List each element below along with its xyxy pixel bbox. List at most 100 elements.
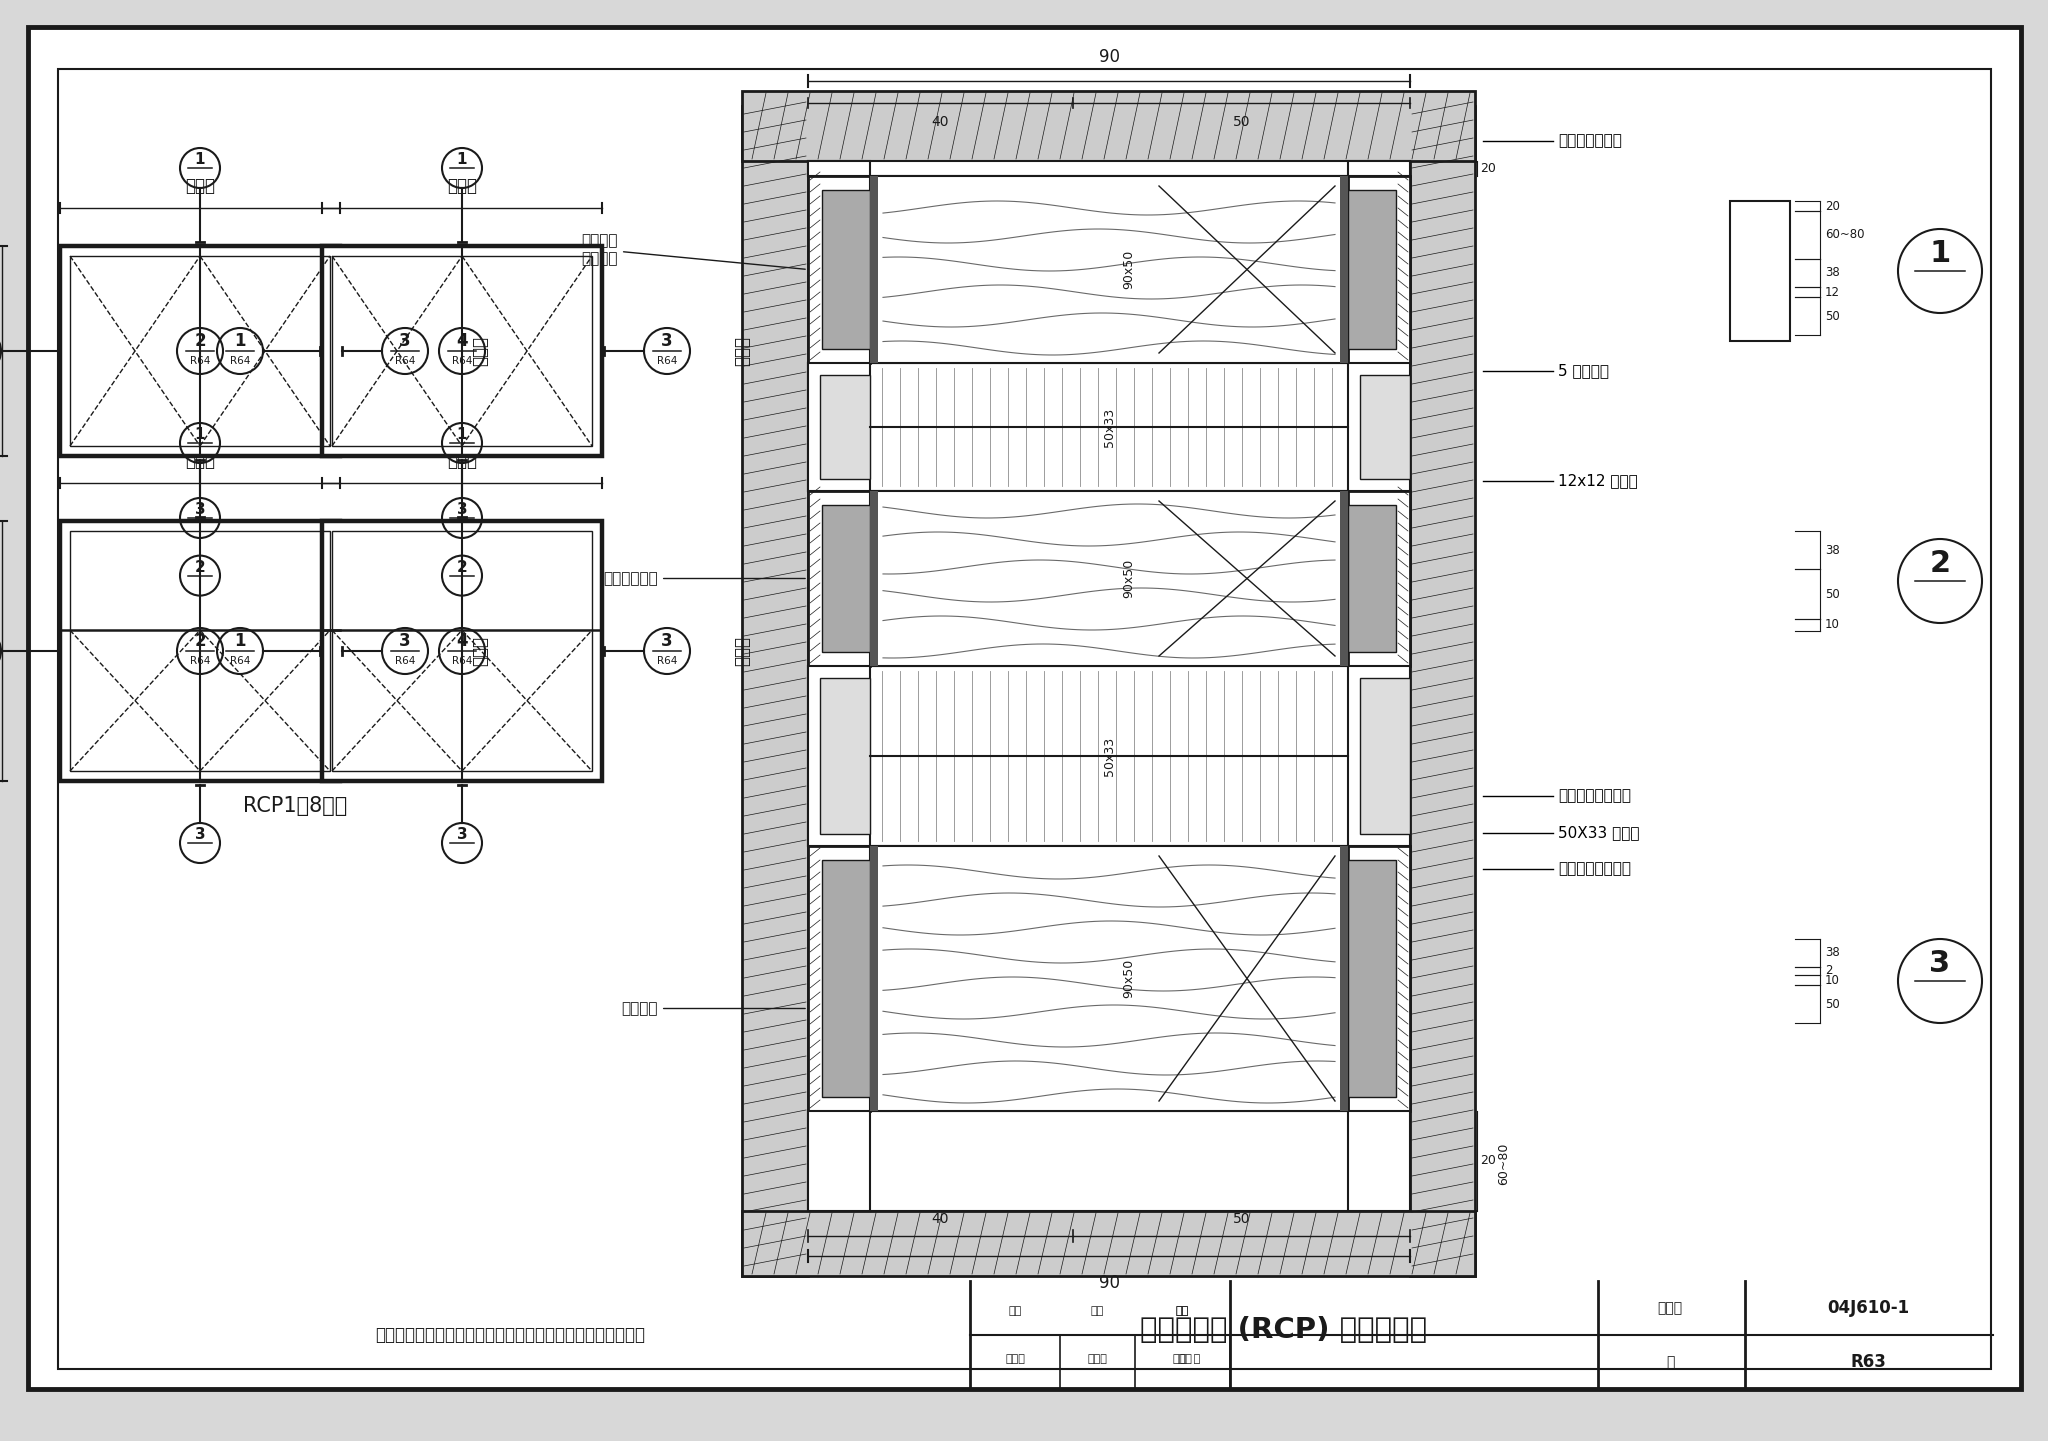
Bar	[59, 522, 340, 781]
Text: 10: 10	[1825, 974, 1839, 987]
Bar	[59, 246, 340, 455]
Text: 3: 3	[1929, 948, 1950, 978]
Text: 60~80: 60~80	[1497, 1143, 1509, 1185]
Text: 50: 50	[1233, 115, 1249, 130]
Text: 1: 1	[1929, 239, 1950, 268]
Text: 50x33: 50x33	[1102, 736, 1116, 775]
Text: 洪  森: 洪 森	[1180, 1353, 1200, 1363]
Text: 04J610-1: 04J610-1	[1827, 1298, 1909, 1317]
Text: 38: 38	[1825, 947, 1839, 960]
Text: 李正刚: 李正刚	[1174, 1353, 1192, 1363]
Text: R64: R64	[395, 356, 416, 366]
Bar	[1348, 491, 1409, 666]
Text: 3: 3	[457, 827, 467, 842]
Bar	[809, 666, 870, 846]
Text: 60~80: 60~80	[1825, 229, 1864, 242]
Bar	[1339, 491, 1348, 666]
Text: 填缝木方: 填缝木方	[621, 1001, 805, 1016]
Text: 防护墙体
项目设计: 防护墙体 项目设计	[582, 233, 805, 269]
Bar	[870, 846, 1348, 1111]
Text: R64: R64	[657, 656, 678, 666]
Text: 页: 页	[1665, 1355, 1673, 1369]
Text: 50: 50	[1233, 1212, 1249, 1226]
Text: 10: 10	[1825, 618, 1839, 631]
Bar	[1348, 846, 1409, 1111]
Text: 50: 50	[1825, 588, 1839, 601]
Text: 木贴脸下压铝板: 木贴脸下压铝板	[1559, 134, 1622, 148]
Bar	[1348, 1111, 1409, 1210]
Bar	[809, 176, 870, 363]
Text: 20: 20	[1825, 199, 1839, 212]
Text: 50x33: 50x33	[1102, 408, 1116, 447]
Text: 窗洞宽: 窗洞宽	[184, 452, 215, 470]
Bar	[809, 491, 870, 666]
Text: 90x50: 90x50	[1122, 249, 1135, 290]
Text: 2: 2	[195, 633, 205, 650]
Text: 2: 2	[195, 559, 205, 575]
Bar	[1348, 190, 1397, 349]
Bar	[809, 846, 870, 1111]
Text: 3: 3	[662, 633, 674, 650]
Text: R64: R64	[657, 356, 678, 366]
Text: 1: 1	[233, 633, 246, 650]
Bar	[1339, 846, 1348, 1111]
Text: 框架墙: 框架墙	[471, 336, 489, 366]
Text: 12: 12	[1825, 285, 1839, 298]
Text: 框架墙: 框架墙	[733, 336, 752, 366]
Text: 50: 50	[1825, 997, 1839, 1010]
Bar	[809, 161, 1409, 176]
Bar	[1348, 860, 1397, 1097]
Text: 12x12 木压条: 12x12 木压条	[1559, 474, 1638, 488]
Bar	[809, 363, 1409, 491]
Bar	[741, 107, 809, 1275]
Text: R64: R64	[395, 656, 416, 666]
Text: 木质平开窗 (RCP) 详图（一）: 木质平开窗 (RCP) 详图（一）	[1141, 1316, 1427, 1343]
Text: R64: R64	[229, 656, 250, 666]
Text: 注：室内防射线墙面与窗扇连接处的铅板应对接，不留缝隙。: 注：室内防射线墙面与窗扇连接处的铅板应对接，不留缝隙。	[375, 1326, 645, 1344]
Bar	[70, 256, 330, 447]
Bar	[1339, 176, 1348, 363]
Bar	[870, 176, 1348, 363]
Text: 3: 3	[399, 333, 412, 350]
Bar	[809, 666, 1409, 846]
Bar	[1348, 504, 1397, 651]
Text: 2: 2	[1929, 549, 1950, 578]
Bar	[870, 491, 1348, 666]
Text: 3: 3	[457, 501, 467, 517]
Bar	[1348, 176, 1409, 363]
Text: 单面木质铅复合板: 单面木质铅复合板	[1559, 788, 1630, 804]
Text: 20: 20	[1481, 161, 1495, 174]
Text: 校对: 校对	[1176, 1306, 1190, 1316]
Bar	[870, 176, 879, 363]
Text: 40: 40	[932, 1212, 948, 1226]
Bar	[821, 860, 870, 1097]
Text: 2: 2	[1825, 964, 1833, 977]
Bar	[821, 190, 870, 349]
Bar	[1348, 666, 1409, 846]
Text: 1: 1	[233, 333, 246, 350]
Bar	[809, 1111, 1409, 1210]
Bar	[819, 375, 870, 478]
Text: R64: R64	[453, 656, 473, 666]
Text: 1: 1	[195, 153, 205, 167]
Bar	[1360, 375, 1409, 478]
Text: 38: 38	[1825, 267, 1839, 280]
Bar	[809, 363, 870, 491]
Text: 单面木质铅复合板: 单面木质铅复合板	[1559, 862, 1630, 876]
Bar	[741, 91, 1475, 161]
Text: 2: 2	[195, 333, 205, 350]
Bar	[741, 1210, 1475, 1275]
Text: 框架墙: 框架墙	[471, 635, 489, 666]
Text: 90: 90	[1098, 1274, 1120, 1293]
Text: 4: 4	[457, 333, 467, 350]
Bar	[332, 530, 592, 771]
Text: 建筑的普通窗: 建筑的普通窗	[604, 571, 805, 586]
Text: 5 厚胶合板: 5 厚胶合板	[1559, 363, 1610, 379]
Text: R64: R64	[190, 356, 211, 366]
Text: RCP1～8立面: RCP1～8立面	[244, 795, 346, 816]
Bar	[1348, 363, 1409, 491]
Text: 主编: 主编	[1092, 1306, 1104, 1316]
Text: 90x50: 90x50	[1122, 958, 1135, 999]
Bar	[332, 256, 592, 447]
Bar	[819, 679, 870, 834]
